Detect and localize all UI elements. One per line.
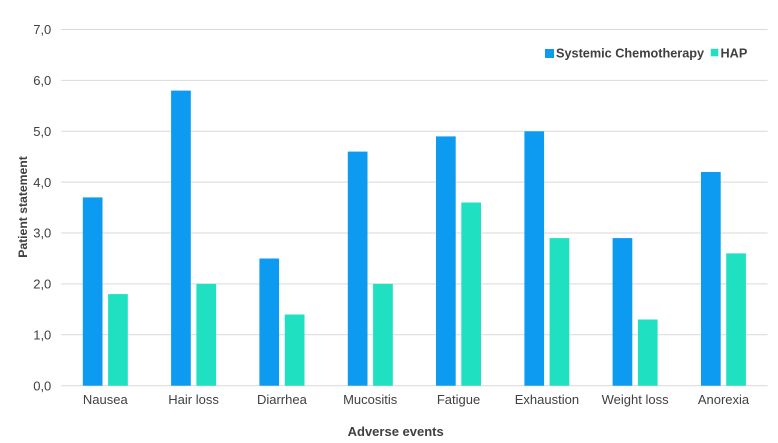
svg-text:6,0: 6,0 <box>33 73 51 88</box>
svg-text:4,0: 4,0 <box>33 175 51 190</box>
svg-text:Exhaustion: Exhaustion <box>515 392 579 407</box>
svg-text:Fatigue: Fatigue <box>437 392 480 407</box>
svg-text:HAP: HAP <box>721 47 748 61</box>
svg-text:3,0: 3,0 <box>33 226 51 241</box>
svg-text:2,0: 2,0 <box>33 277 51 292</box>
svg-text:Diarrhea: Diarrhea <box>257 392 308 407</box>
svg-text:7,0: 7,0 <box>33 22 51 37</box>
svg-text:Patient statement: Patient statement <box>16 156 30 258</box>
svg-text:Weight loss: Weight loss <box>602 392 669 407</box>
svg-text:Adverse events: Adverse events <box>348 424 444 439</box>
svg-text:1,0: 1,0 <box>33 327 51 342</box>
svg-text:Systemic Chemotherapy: Systemic Chemotherapy <box>556 47 704 61</box>
svg-text:Nausea: Nausea <box>83 392 129 407</box>
svg-text:5,0: 5,0 <box>33 124 51 139</box>
svg-text:0,0: 0,0 <box>33 378 51 393</box>
svg-text:Mucositis: Mucositis <box>343 392 398 407</box>
svg-text:Anorexia: Anorexia <box>698 392 750 407</box>
svg-text:Hair loss: Hair loss <box>168 392 219 407</box>
